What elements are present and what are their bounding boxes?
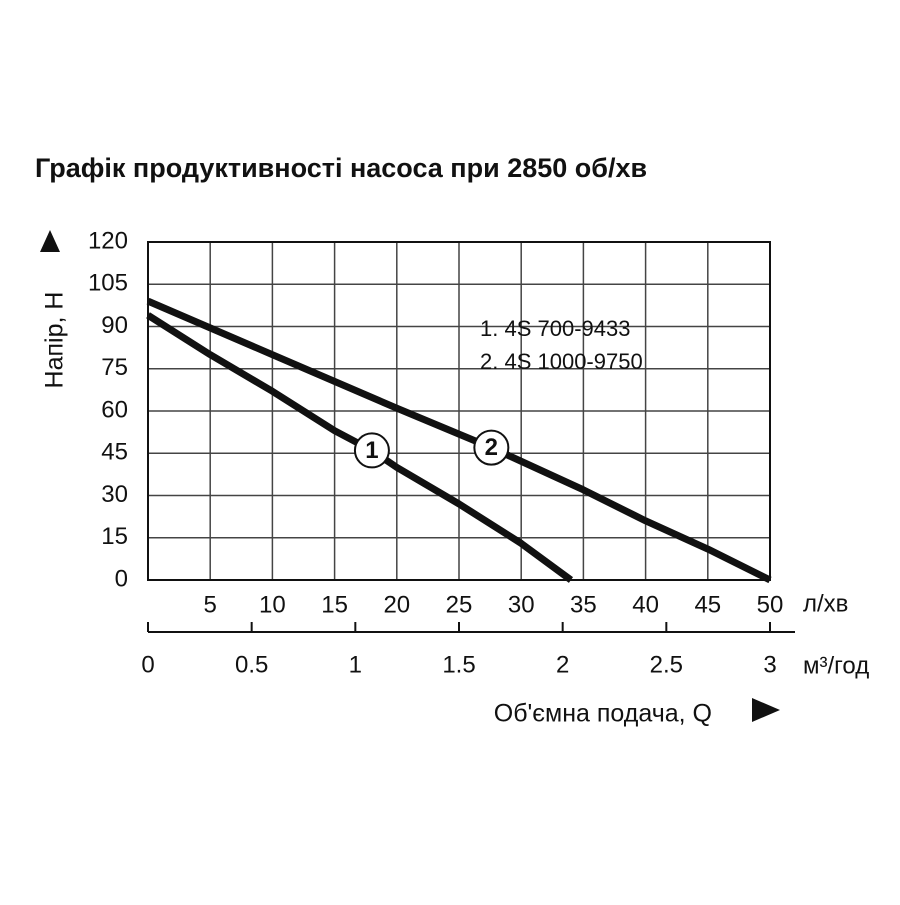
- x-tick-label: 25: [446, 591, 473, 618]
- legend-entry: 2. 4S 1000-9750: [480, 349, 643, 374]
- legend-box: [462, 300, 700, 400]
- x2-tick-label: 2.5: [650, 651, 683, 678]
- x2-tick-label: 0: [141, 651, 154, 678]
- x2-tick-label: 2: [556, 651, 569, 678]
- y-tick-label: 15: [101, 523, 128, 550]
- y-tick-label: 45: [101, 439, 128, 466]
- x-axis-label: Об'ємна подача, Q: [494, 700, 712, 728]
- x-tick-label: 40: [632, 591, 659, 618]
- y-tick-label: 120: [88, 227, 128, 254]
- x-axis-unit: л/хв: [803, 590, 848, 617]
- x2-tick-label: 3: [763, 651, 776, 678]
- curve-label-circle: [473, 429, 510, 466]
- y-tick-label: 105: [88, 270, 128, 297]
- x2-tick-label: 1.5: [442, 651, 475, 678]
- y-tick-label: 30: [101, 481, 128, 508]
- x-tick-label: 35: [570, 591, 597, 618]
- x2-axis-unit: м³/год: [803, 652, 869, 679]
- x-tick-label: 30: [508, 591, 535, 618]
- chart-title: Графік продуктивності насоса при 2850 об…: [35, 153, 647, 183]
- y-tick-label: 0: [115, 565, 128, 592]
- x2-tick-label: 1: [349, 651, 362, 678]
- legend-entry: 1. 4S 700-9433: [480, 316, 630, 341]
- y-tick-label: 75: [101, 354, 128, 381]
- plot-frame: [147, 241, 771, 581]
- y-tick-label: 60: [101, 396, 128, 423]
- x-tick-label: 10: [259, 591, 286, 618]
- x-tick-label: 50: [757, 591, 784, 618]
- y-axis-label: Напір, Н: [41, 292, 69, 389]
- y-axis-arrow: [40, 230, 60, 252]
- x-tick-label: 15: [321, 591, 348, 618]
- curve-label: 1: [365, 437, 378, 464]
- x2-tick-label: 0.5: [235, 651, 268, 678]
- x-tick-label: 45: [694, 591, 721, 618]
- curve-label-circle: [353, 432, 390, 469]
- x-axis-arrow: [752, 698, 780, 722]
- curve: [146, 297, 772, 584]
- curve-label: 2: [485, 434, 498, 461]
- x-tick-label: 5: [204, 591, 217, 618]
- x-tick-label: 20: [383, 591, 410, 618]
- y-tick-label: 90: [101, 312, 128, 339]
